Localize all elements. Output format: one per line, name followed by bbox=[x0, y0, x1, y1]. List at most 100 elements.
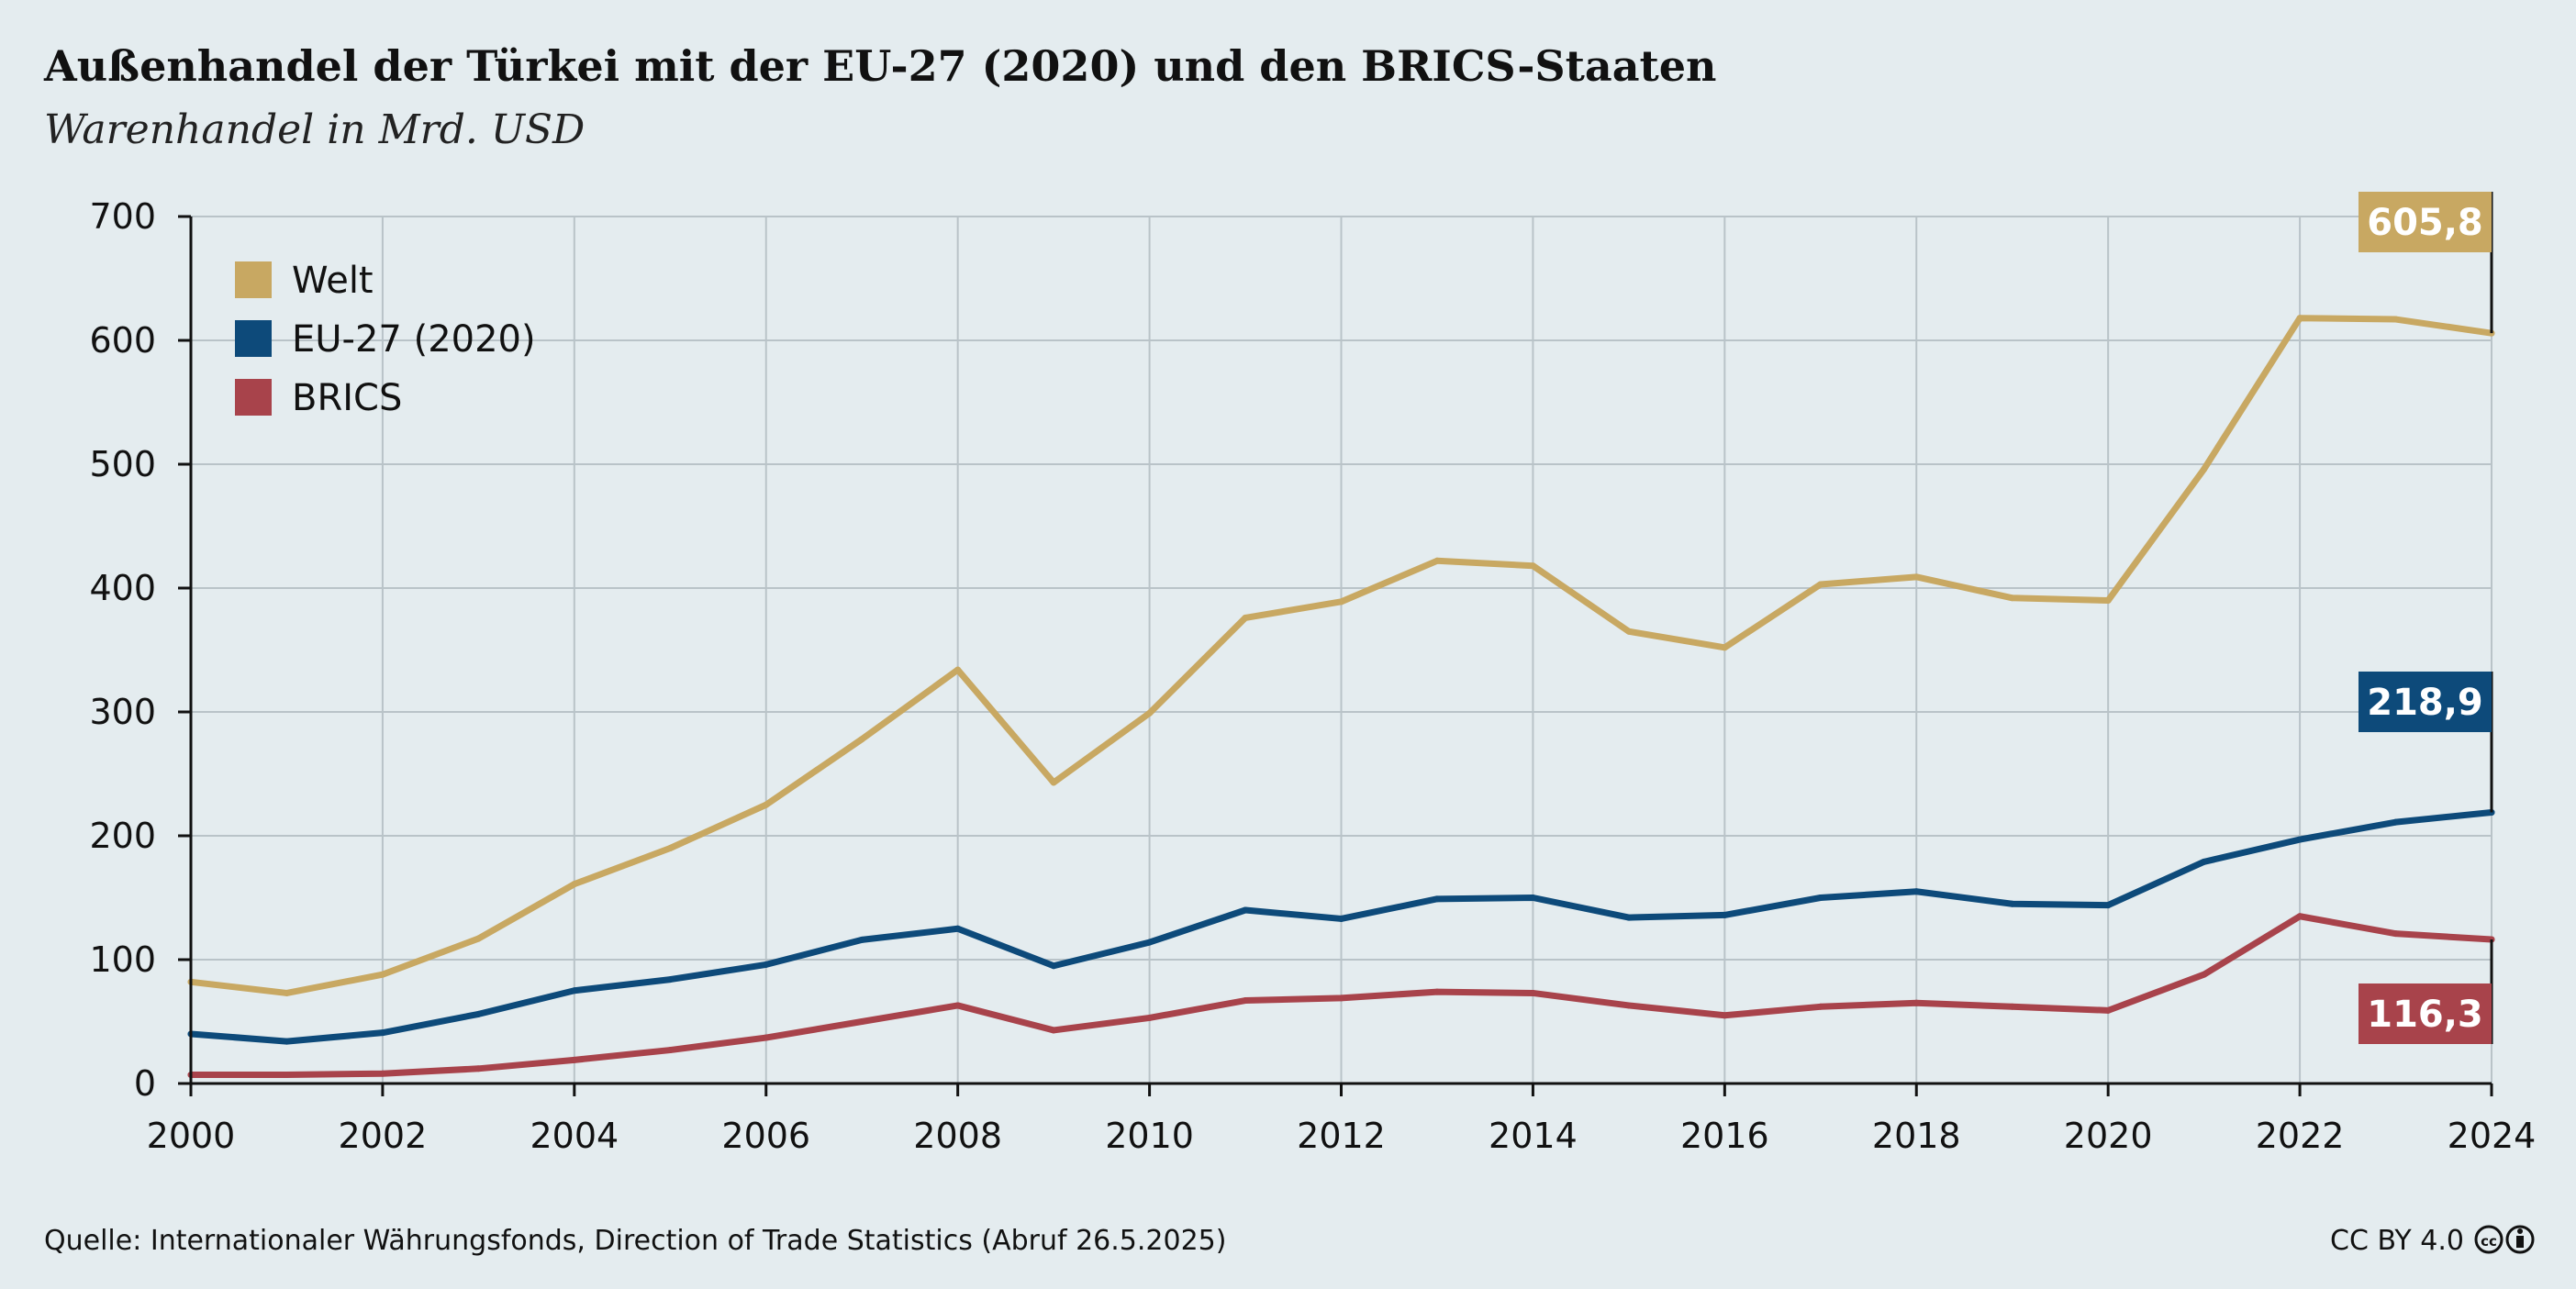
y-tick-label: 400 bbox=[89, 568, 156, 608]
data-point-1 bbox=[1625, 914, 1633, 921]
data-point-0 bbox=[666, 845, 674, 851]
data-point-0 bbox=[1146, 709, 1154, 717]
data-point-2 bbox=[2201, 971, 2208, 978]
data-point-1 bbox=[763, 961, 770, 968]
data-point-1 bbox=[858, 936, 865, 943]
data-point-2 bbox=[379, 1070, 386, 1077]
data-point-2 bbox=[1338, 995, 1344, 1002]
data-point-1 bbox=[1912, 888, 1920, 895]
end-value-label: 116,3 bbox=[2367, 994, 2483, 1036]
legend-label: BRICS bbox=[292, 377, 402, 419]
data-point-0 bbox=[858, 736, 865, 743]
end-label-box bbox=[2359, 672, 2492, 732]
data-point-1 bbox=[1338, 915, 1344, 922]
data-point-2 bbox=[1625, 1002, 1633, 1009]
data-point-2 bbox=[2104, 1006, 2112, 1014]
data-point-0 bbox=[1433, 557, 1441, 564]
data-point-1 bbox=[1050, 962, 1057, 970]
data-point-2 bbox=[283, 1072, 290, 1079]
y-tick-label: 200 bbox=[89, 816, 156, 856]
data-point-2 bbox=[1242, 997, 1249, 1005]
data-point-2 bbox=[474, 1065, 482, 1072]
data-point-2 bbox=[1912, 999, 1920, 1006]
x-tick-label: 2004 bbox=[530, 1116, 619, 1156]
data-point-1 bbox=[283, 1038, 290, 1045]
svg-text:cc: cc bbox=[2481, 1233, 2497, 1250]
data-point-0 bbox=[571, 881, 578, 888]
data-point-0 bbox=[2009, 594, 2016, 602]
data-point-0 bbox=[954, 666, 962, 673]
license-text: CC BY 4.0 bbox=[2330, 1225, 2464, 1257]
data-point-1 bbox=[474, 1010, 482, 1017]
data-point-2 bbox=[1433, 988, 1441, 995]
x-tick-label: 2010 bbox=[1105, 1116, 1194, 1156]
x-tick-label: 2016 bbox=[1680, 1116, 1769, 1156]
chart-title: Außenhandel der Türkei mit der EU-27 (20… bbox=[43, 41, 1716, 91]
end-label-box bbox=[2359, 192, 2492, 252]
data-point-1 bbox=[1529, 895, 1536, 901]
x-tick-label: 2022 bbox=[2256, 1116, 2345, 1156]
attribution-icon bbox=[2505, 1225, 2535, 1254]
x-tick-label: 2008 bbox=[913, 1116, 1002, 1156]
data-point-2 bbox=[1050, 1027, 1057, 1034]
data-point-0 bbox=[1912, 573, 1920, 581]
y-tick-label: 100 bbox=[89, 939, 156, 980]
data-point-0 bbox=[474, 935, 482, 942]
y-tick-label: 600 bbox=[89, 320, 156, 361]
legend-label: EU-27 (2020) bbox=[292, 318, 536, 361]
data-point-0 bbox=[379, 971, 386, 978]
grid-layer bbox=[190, 216, 2492, 1083]
axis-layer: 0 100 200 300 400 500 600 700 2000 2002 2004 2006 20… bbox=[89, 196, 2536, 1156]
data-point-2 bbox=[858, 1018, 865, 1025]
legend-swatch bbox=[235, 320, 272, 357]
data-point-1 bbox=[2009, 900, 2016, 907]
data-point-0 bbox=[763, 801, 770, 808]
x-tick-label: 2000 bbox=[147, 1116, 236, 1156]
data-point-0 bbox=[1529, 562, 1536, 570]
end-labels: 605,8 218,9 116,3 bbox=[2359, 192, 2493, 1044]
data-point-2 bbox=[666, 1047, 674, 1054]
y-tick-label: 0 bbox=[134, 1063, 156, 1104]
x-tick-label: 2002 bbox=[339, 1116, 428, 1156]
data-point-0 bbox=[1721, 644, 1728, 651]
data-point-1 bbox=[2201, 858, 2208, 865]
data-point-1 bbox=[954, 925, 962, 932]
x-tick-label: 2024 bbox=[2448, 1116, 2537, 1156]
data-point-1 bbox=[2296, 836, 2303, 843]
data-point-1 bbox=[2104, 902, 2112, 909]
data-point-1 bbox=[1433, 895, 1441, 903]
x-tick-label: 2014 bbox=[1489, 1116, 1578, 1156]
data-point-2 bbox=[763, 1034, 770, 1041]
legend-label: Welt bbox=[292, 260, 374, 302]
x-tick-label: 2018 bbox=[1872, 1116, 1961, 1156]
data-point-0 bbox=[2296, 315, 2303, 322]
data-point-1 bbox=[1817, 895, 1824, 901]
end-value-label: 605,8 bbox=[2367, 202, 2483, 244]
data-point-1 bbox=[1721, 911, 1728, 918]
data-point-0 bbox=[2392, 316, 2400, 323]
y-tick-label: 300 bbox=[89, 692, 156, 732]
end-value-label: 218,9 bbox=[2367, 682, 2483, 724]
data-point-2 bbox=[571, 1056, 578, 1063]
x-tick-label: 2020 bbox=[2064, 1116, 2153, 1156]
data-point-2 bbox=[1721, 1012, 1728, 1019]
legend-swatch bbox=[235, 261, 272, 298]
data-point-1 bbox=[571, 987, 578, 995]
cc-icon: cc bbox=[2474, 1225, 2504, 1254]
end-label-box bbox=[2359, 983, 2492, 1044]
data-point-0 bbox=[1625, 628, 1633, 635]
data-point-0 bbox=[2104, 597, 2112, 604]
data-point-1 bbox=[2392, 818, 2400, 826]
data-point-2 bbox=[954, 1002, 962, 1009]
y-tick-label: 700 bbox=[89, 196, 156, 237]
x-tick-label: 2012 bbox=[1297, 1116, 1386, 1156]
data-point-0 bbox=[1817, 581, 1824, 588]
data-point-2 bbox=[2009, 1003, 2016, 1010]
legend-swatch bbox=[235, 379, 272, 416]
chart-subtitle: Warenhandel in Mrd. USD bbox=[44, 106, 585, 153]
data-point-2 bbox=[2392, 930, 2400, 938]
data-point-2 bbox=[1817, 1003, 1824, 1010]
data-point-1 bbox=[379, 1029, 386, 1037]
